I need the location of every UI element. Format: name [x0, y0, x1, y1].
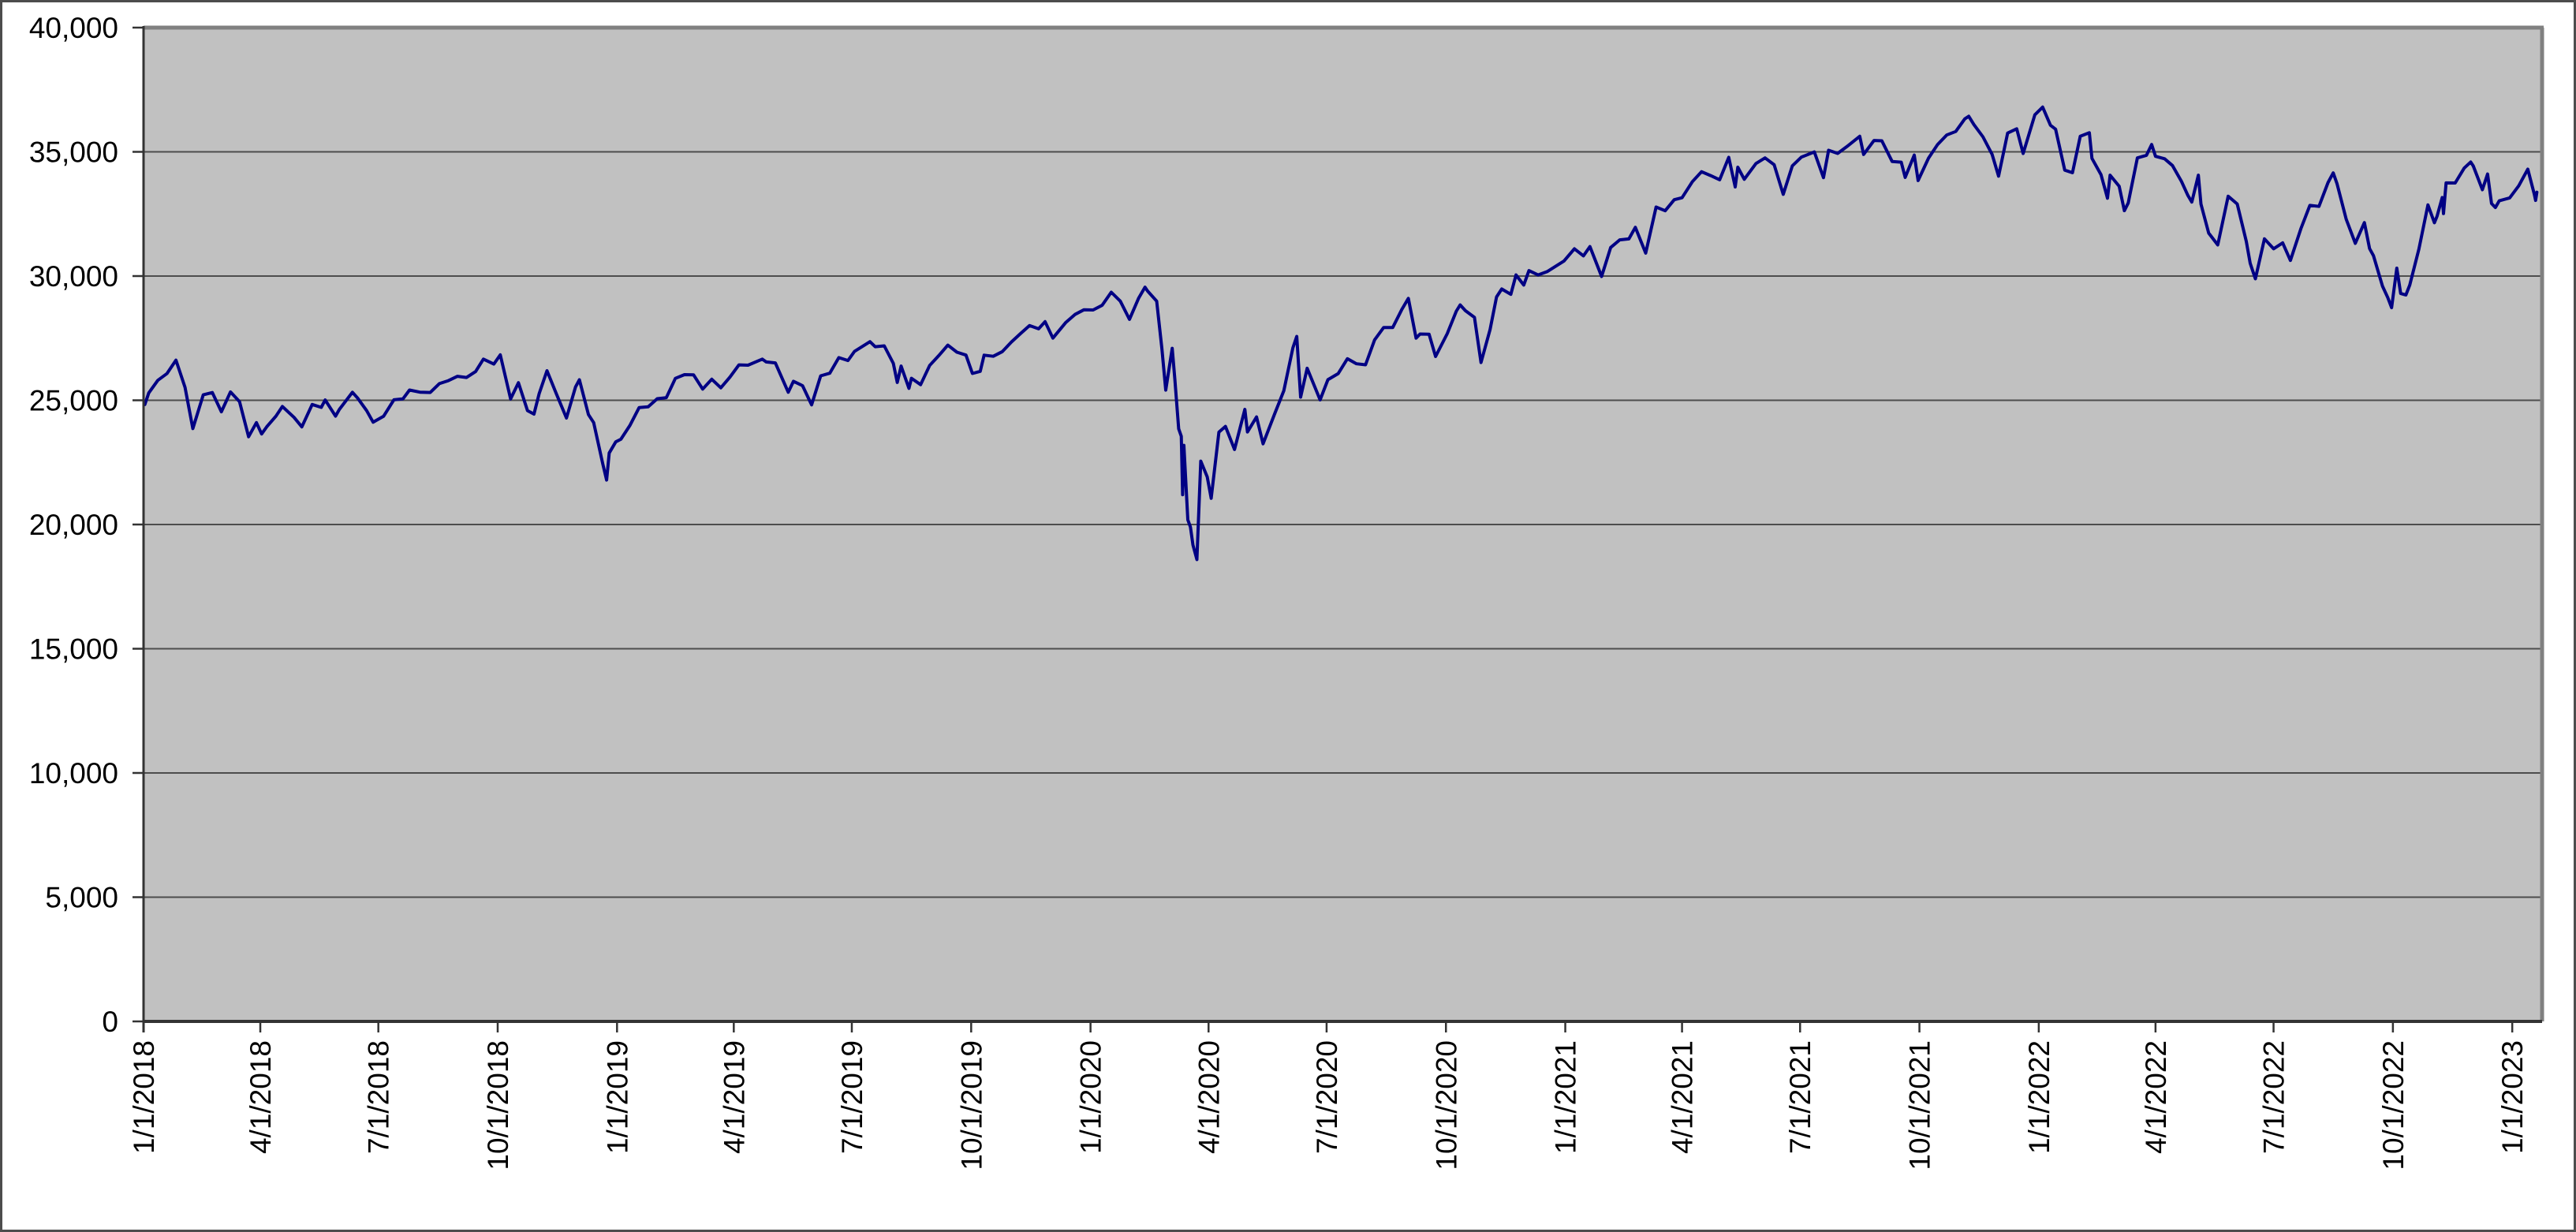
x-tick-label: 4/1/2019: [718, 1040, 750, 1154]
x-tick-label: 7/1/2021: [1784, 1040, 1816, 1154]
x-tick-label: 4/1/2021: [1667, 1040, 1699, 1154]
y-tick-label: 5,000: [45, 882, 118, 914]
x-tick-label: 1/1/2020: [1075, 1040, 1107, 1154]
x-tick-label: 7/1/2018: [363, 1040, 395, 1154]
x-tick-label: 4/1/2020: [1193, 1040, 1225, 1154]
x-tick-label: 10/1/2019: [955, 1040, 987, 1170]
x-tick-label: 7/1/2022: [2258, 1040, 2290, 1154]
y-tick-label: 0: [102, 1006, 118, 1038]
x-tick-label: 1/1/2023: [2496, 1040, 2529, 1154]
y-tick-label: 30,000: [29, 260, 118, 293]
x-tick-label: 10/1/2020: [1430, 1040, 1462, 1170]
x-tick-label: 4/1/2018: [245, 1040, 277, 1154]
x-tick-label: 7/1/2019: [836, 1040, 868, 1154]
y-tick-label: 10,000: [29, 757, 118, 790]
x-tick-label: 4/1/2022: [2140, 1040, 2172, 1154]
x-tick-label: 10/1/2022: [2377, 1040, 2410, 1170]
series-line: [143, 105, 2539, 562]
x-tick-label: 7/1/2020: [1311, 1040, 1343, 1154]
y-tick-label: 40,000: [29, 12, 118, 44]
x-tick-label: 10/1/2021: [1904, 1040, 1936, 1170]
x-tick-label: 1/1/2019: [601, 1040, 633, 1154]
y-tick-label: 15,000: [29, 633, 118, 666]
x-tick-label: 10/1/2018: [482, 1040, 514, 1170]
y-tick-label: 20,000: [29, 509, 118, 541]
x-tick-label: 1/1/2022: [2023, 1040, 2055, 1154]
x-tick-label: 1/1/2018: [128, 1040, 160, 1154]
y-tick-label: 25,000: [29, 385, 118, 417]
y-tick-label: 35,000: [29, 136, 118, 169]
x-tick-label: 1/1/2021: [1550, 1040, 1582, 1154]
